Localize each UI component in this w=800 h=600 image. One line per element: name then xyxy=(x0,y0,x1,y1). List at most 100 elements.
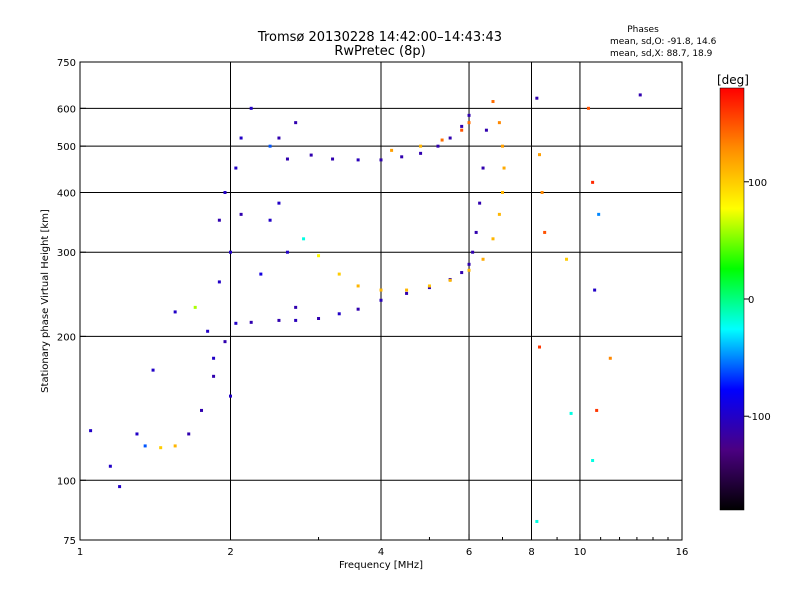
x-tick-label: 4 xyxy=(378,547,384,558)
data-point xyxy=(229,250,232,254)
chart-subtitle: RwPretec (8p) xyxy=(334,44,425,59)
data-point xyxy=(89,429,93,433)
colorbar xyxy=(719,87,745,511)
x-tick-label: 16 xyxy=(676,547,689,558)
data-point xyxy=(294,121,298,125)
data-point xyxy=(565,257,569,261)
data-point xyxy=(309,153,313,157)
data-point xyxy=(638,93,642,97)
data-point xyxy=(379,288,383,292)
data-point xyxy=(223,190,227,194)
data-point xyxy=(501,190,505,194)
y-tick-label: 300 xyxy=(57,248,76,259)
y-tick-label: 200 xyxy=(57,332,76,343)
data-point xyxy=(294,305,298,309)
data-point xyxy=(467,121,471,125)
data-point xyxy=(460,128,464,132)
data-point xyxy=(478,201,482,205)
data-point xyxy=(419,151,423,155)
data-point xyxy=(356,158,360,162)
data-point xyxy=(502,166,506,170)
data-point xyxy=(436,144,440,148)
data-point xyxy=(595,408,599,412)
data-point xyxy=(277,136,281,140)
data-point xyxy=(268,144,272,148)
data-point xyxy=(173,444,177,448)
y-tick-label: 750 xyxy=(57,58,76,69)
data-point xyxy=(419,144,423,148)
chart-title: Tromsø 20130228 14:42:00–14:43:43 xyxy=(257,30,502,45)
data-point xyxy=(460,124,464,128)
data-point xyxy=(491,100,495,104)
colorbar-ticks: 100 0 -100 xyxy=(744,178,771,423)
data-point xyxy=(118,485,122,489)
data-point xyxy=(356,284,360,288)
data-point xyxy=(427,284,431,288)
data-point xyxy=(484,128,488,132)
data-point xyxy=(173,310,177,314)
data-point xyxy=(537,345,541,349)
data-point xyxy=(143,444,147,448)
data-point xyxy=(591,458,595,462)
data-point xyxy=(277,318,281,322)
data-point xyxy=(294,318,298,322)
data-point xyxy=(591,180,595,184)
data-point xyxy=(481,257,485,261)
data-point xyxy=(481,166,485,170)
data-point xyxy=(440,138,444,142)
y-tick-label: 600 xyxy=(57,104,76,115)
data-point xyxy=(302,237,306,241)
data-point xyxy=(593,288,597,292)
data-point xyxy=(277,201,281,205)
colorbar-tick-label: -100 xyxy=(748,412,771,423)
data-point xyxy=(285,157,289,161)
data-point xyxy=(223,340,227,344)
data-point xyxy=(569,411,573,415)
data-points xyxy=(89,93,642,523)
data-point xyxy=(249,106,253,110)
data-point xyxy=(460,271,464,275)
data-point xyxy=(212,356,216,360)
y-tick-label: 100 xyxy=(57,476,76,487)
data-point xyxy=(540,190,544,194)
data-point xyxy=(229,394,232,398)
data-point xyxy=(217,280,221,284)
y-tick-label: 500 xyxy=(57,142,76,153)
x-tick-label: 6 xyxy=(466,547,472,558)
data-point xyxy=(467,268,471,272)
data-point xyxy=(597,212,601,216)
data-point xyxy=(159,446,163,450)
y-axis-label: Stationary phase Virtual Height [km] xyxy=(40,209,51,393)
data-point xyxy=(317,316,321,320)
colorbar-tick-label: 0 xyxy=(748,295,754,306)
x-tick-label: 10 xyxy=(574,547,587,558)
data-point xyxy=(379,158,383,162)
data-point xyxy=(337,272,341,276)
data-point xyxy=(193,305,197,309)
data-point xyxy=(543,230,547,234)
data-point xyxy=(497,121,501,125)
y-axis-ticks: 75 100 200 300 400 500 600 750 xyxy=(57,58,86,547)
data-point xyxy=(317,254,321,258)
data-point xyxy=(537,153,541,157)
data-point xyxy=(491,237,495,241)
data-point xyxy=(400,155,404,159)
data-point xyxy=(467,113,471,117)
data-point xyxy=(535,96,539,100)
data-point xyxy=(135,432,139,436)
colorbar-label: [deg] xyxy=(717,73,749,87)
data-point xyxy=(151,368,155,372)
y-tick-label: 75 xyxy=(63,536,76,547)
data-point xyxy=(337,312,341,316)
data-point xyxy=(586,106,590,110)
data-point xyxy=(239,136,243,140)
data-point xyxy=(474,230,478,234)
data-point xyxy=(212,374,216,378)
stats-line-x: mean, sd,X: 88.7, 18.9 xyxy=(610,49,713,59)
data-point xyxy=(535,519,539,523)
data-point xyxy=(200,408,204,412)
data-point xyxy=(448,136,452,140)
data-point xyxy=(608,356,612,360)
data-point xyxy=(285,250,289,254)
